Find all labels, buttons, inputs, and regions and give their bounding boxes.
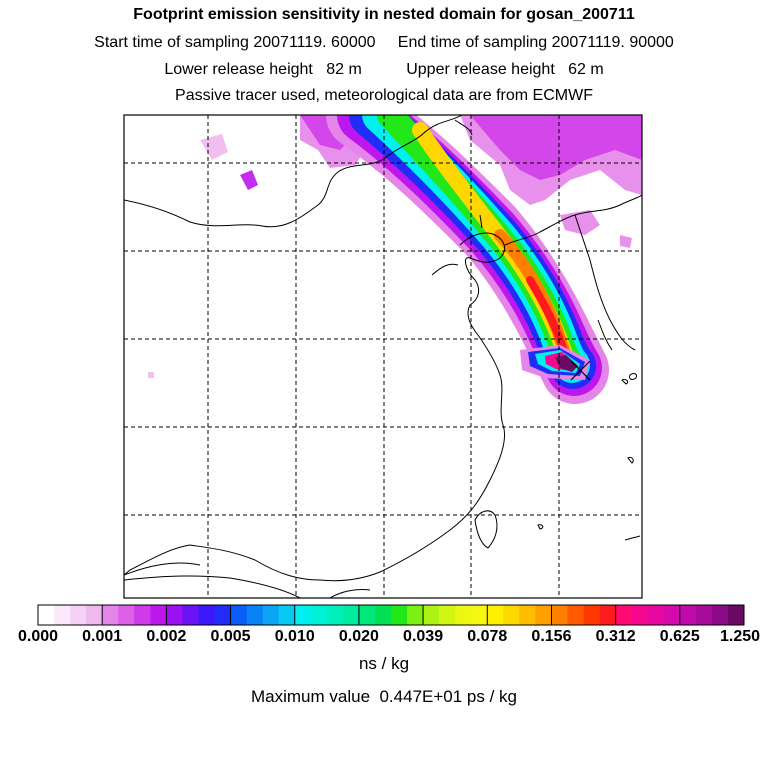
colorbar-swatch (294, 605, 312, 625)
colorbar-swatch (647, 605, 665, 625)
borders (124, 575, 371, 598)
colorbar-tick-label: 0.020 (338, 628, 379, 645)
colorbar-swatch (214, 605, 232, 625)
colorbar-swatch (455, 605, 472, 625)
receptor-x-marker (570, 360, 591, 381)
colorbar-swatch (310, 605, 328, 625)
colorbar-swatch (599, 605, 617, 625)
colorbar-swatch (54, 605, 71, 625)
colorbar-swatch (727, 605, 745, 625)
colorbar-tick-label: 0.001 (82, 628, 123, 645)
colorbar-swatch (342, 605, 360, 625)
plume-receptor-core (520, 345, 590, 380)
colorbar-swatch (278, 605, 296, 625)
colorbar-swatch (374, 605, 392, 625)
colorbar-units: ns / kg (358, 654, 410, 673)
colorbar-swatch (535, 605, 552, 625)
colorbar-tick-label: 0.010 (274, 628, 315, 645)
tracer-info-line: Passive tracer used, meteorological data… (175, 87, 593, 104)
colorbar-swatch (615, 605, 633, 625)
max-value-label: Maximum value 0.447E+01 ps / kg (251, 687, 517, 706)
plot-title: Footprint emission sensitivity in nested… (133, 6, 635, 23)
colorbar-swatches (38, 605, 745, 625)
colorbar-swatch (551, 605, 568, 625)
colorbar-tick-label: 0.005 (210, 628, 251, 645)
colorbar-swatch (326, 605, 344, 625)
colorbar-swatch (246, 605, 264, 625)
colorbar-swatch (471, 605, 488, 625)
colorbar-tick-label: 0.000 (17, 628, 59, 645)
colorbar-swatch (118, 605, 135, 625)
colorbar-swatch (519, 605, 536, 625)
colorbar-swatch (262, 605, 280, 625)
colorbar-swatch (166, 605, 183, 625)
colorbar-tick-label: 0.078 (467, 628, 508, 645)
map-frame (123, 114, 643, 599)
colorbar-swatch (567, 605, 585, 625)
colorbar-swatch (150, 605, 167, 625)
colorbar-swatch (358, 605, 376, 625)
sampling-time-line: Start time of sampling 20071119. 60000 E… (94, 34, 674, 51)
colorbar-swatch (230, 605, 248, 625)
colorbar-swatch (487, 605, 504, 625)
colorbar-swatch (423, 605, 440, 625)
colorbar-swatch (663, 605, 681, 625)
colorbar-swatch (391, 605, 408, 625)
colorbar-tick-label: 0.312 (595, 628, 636, 645)
colorbar-swatch (439, 605, 456, 625)
colorbar-swatch (695, 605, 713, 625)
colorbar-swatch (679, 605, 697, 625)
colorbar-tick-label: 0.002 (146, 628, 187, 645)
colorbar-swatch (102, 605, 119, 625)
colorbar-swatch (503, 605, 520, 625)
colorbar-swatch (407, 605, 424, 625)
colorbar-tick-label: 0.625 (659, 628, 700, 645)
release-height-line: Lower release height 82 m Upper release … (164, 61, 604, 78)
colorbar-tick-label: 1.250 (719, 628, 761, 645)
colorbar-swatch (182, 605, 199, 625)
colorbar-tick-label: 0.156 (531, 628, 572, 645)
colorbar-swatch (134, 605, 151, 625)
colorbar-swatch (631, 605, 649, 625)
colorbar-swatch (583, 605, 601, 625)
colorbar-swatch (711, 605, 729, 625)
map-grid (124, 115, 642, 598)
colorbar-tick-label: 0.039 (403, 628, 444, 645)
colorbar-swatch (86, 605, 103, 625)
colorbar-swatch (70, 605, 87, 625)
colorbar-swatch (38, 605, 55, 625)
colorbar-frame (37, 604, 745, 626)
colorbar-swatch (198, 605, 215, 625)
